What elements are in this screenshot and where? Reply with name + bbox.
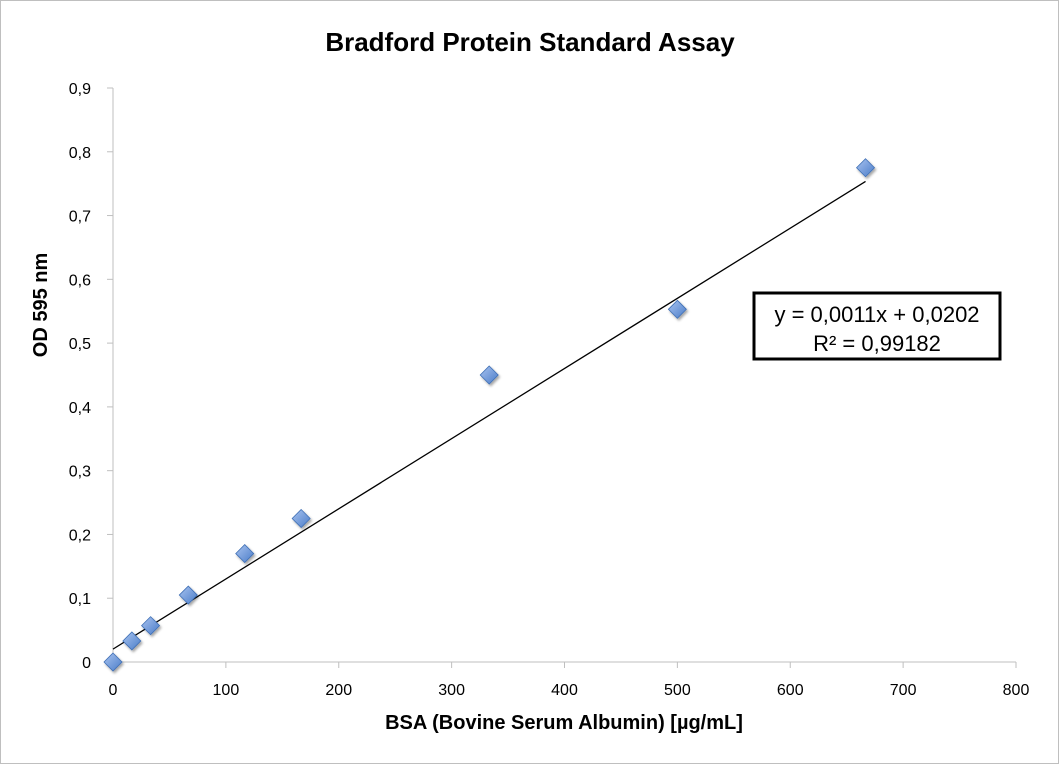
data-point	[122, 631, 142, 651]
points-layer	[103, 158, 876, 672]
y-tick-label: 0,2	[69, 527, 91, 544]
data-point	[291, 508, 311, 529]
trendline-equation: y = 0,0011x + 0,0202	[774, 302, 979, 327]
data-point	[667, 299, 687, 319]
data-point	[855, 158, 876, 178]
x-tick-label: 600	[777, 682, 804, 699]
y-axis-title: OD 595 nm	[30, 253, 52, 357]
y-tick-label: 0,6	[69, 272, 91, 289]
y-tick-label: 0,1	[69, 591, 91, 608]
x-tick-label: 100	[213, 682, 240, 699]
chart-title: Bradford Protein Standard Assay	[325, 27, 735, 57]
trendline-layer	[112, 180, 866, 650]
y-tick-label: 0,9	[69, 81, 91, 98]
axes	[112, 88, 1016, 663]
y-tick-label: 0,4	[69, 400, 91, 417]
data-point	[235, 544, 255, 564]
y-ticks: 0 0,1 0,2 0,3 0,4 0,5 0,6 0,7 0,8 0,9	[69, 81, 113, 672]
y-tick-label: 0,5	[69, 336, 91, 353]
data-point	[178, 585, 198, 605]
y-tick-label: 0,8	[69, 145, 91, 162]
x-tick-label: 500	[664, 682, 691, 699]
data-point	[479, 365, 499, 385]
trendline	[112, 180, 866, 650]
x-ticks: 0 100 200 300 400 500 600 700 800	[109, 662, 1030, 699]
y-tick-label: 0,7	[69, 209, 91, 226]
x-tick-label: 0	[109, 682, 118, 699]
x-tick-label: 700	[890, 682, 917, 699]
equation-box-border	[752, 291, 1002, 361]
trendline-r-squared: R² = 0,99182	[813, 331, 941, 356]
x-tick-label: 300	[438, 682, 465, 699]
equation-box: y = 0,0011x + 0,0202 R² = 0,99182	[752, 291, 1002, 361]
x-tick-label: 200	[325, 682, 352, 699]
x-axis-title: BSA (Bovine Serum Albumin) [µg/mL]	[385, 712, 743, 734]
data-point	[103, 652, 123, 672]
y-tick-label: 0,3	[69, 464, 91, 481]
data-point	[141, 616, 161, 636]
x-tick-label: 400	[551, 682, 578, 699]
y-tick-label: 0	[82, 655, 91, 672]
x-tick-label: 800	[1003, 682, 1030, 699]
